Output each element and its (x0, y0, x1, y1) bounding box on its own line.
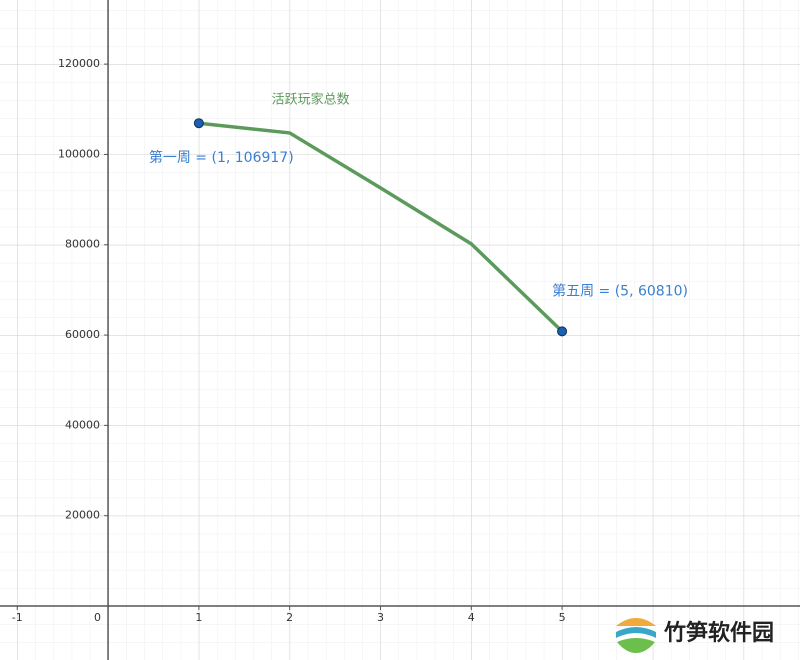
point (193, 118, 204, 129)
point-label: 第五周 = (5, 60810) (552, 282, 688, 299)
watermark-text: 竹笋软件园 (663, 620, 774, 646)
x-tick-label: 3 (377, 611, 384, 624)
x-tick-label: 4 (468, 611, 475, 624)
y-tick-label: 40000 (65, 418, 100, 431)
series-label: 活跃玩家总数 (272, 91, 350, 107)
x-tick-label: 0 (94, 611, 101, 624)
watermark: 竹笋软件园 (616, 613, 774, 653)
y-tick-label: 100000 (58, 147, 100, 160)
x-tick-label: 1 (195, 611, 202, 624)
point-label: 第一周 = (1, 106917) (149, 149, 294, 166)
y-tick-label: 60000 (65, 328, 100, 341)
x-tick-label: 5 (559, 611, 566, 624)
y-tick-label: 120000 (58, 57, 100, 70)
series-line (198, 121, 564, 333)
x-tick-label: 2 (286, 611, 293, 624)
x-tick-label: -1 (12, 611, 23, 624)
y-tick-label: 80000 (65, 238, 100, 251)
y-tick-label: 20000 (65, 509, 100, 522)
point (557, 326, 568, 337)
